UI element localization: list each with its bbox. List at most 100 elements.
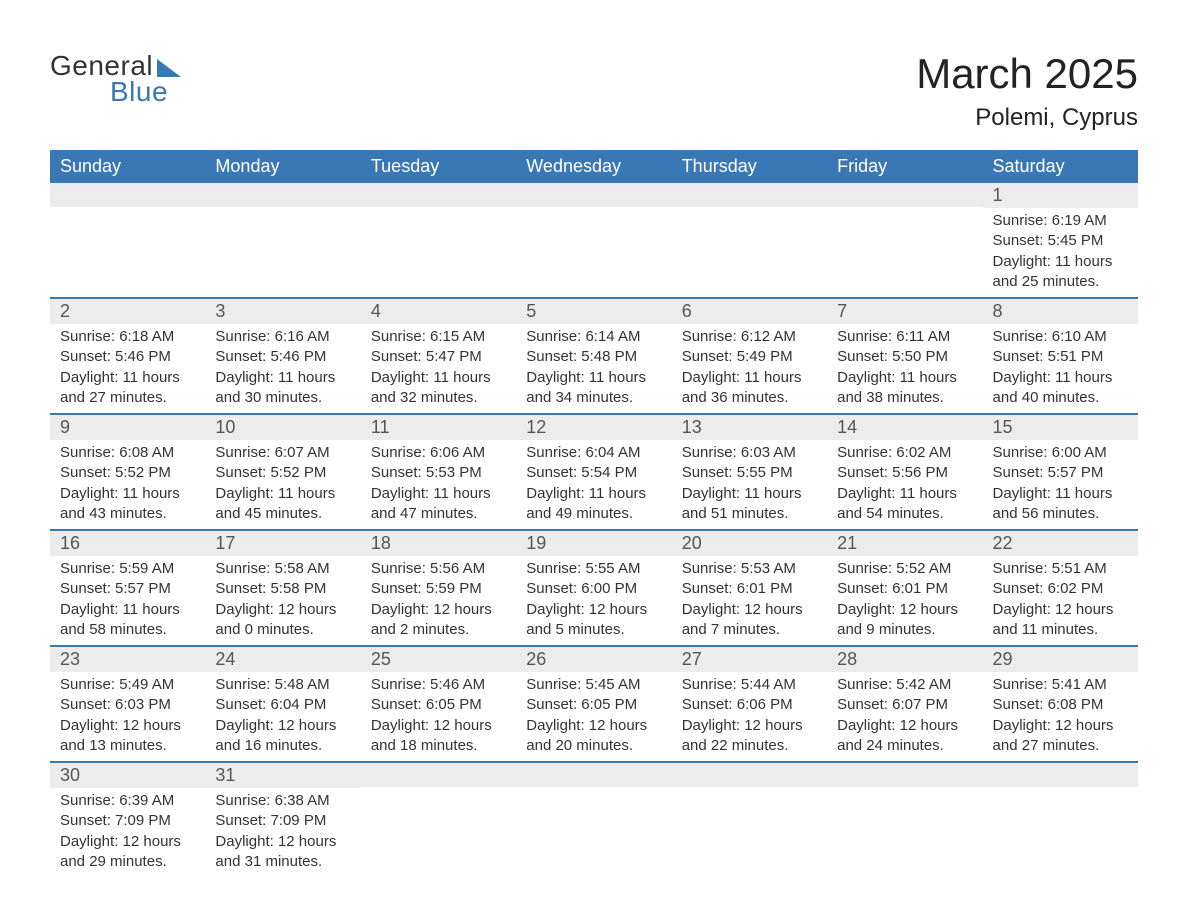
weekday-header: Tuesday: [361, 150, 516, 183]
day-number: 21: [827, 531, 982, 556]
day-num-cell: 10Sunrise: 6:07 AMSunset: 5:52 PMDayligh…: [205, 414, 360, 530]
title-block: March 2025 Polemi, Cyprus: [916, 50, 1138, 132]
day-detail-line: Daylight: 11 hours: [526, 368, 661, 388]
day-detail-line: Daylight: 12 hours: [60, 832, 195, 852]
day-num-cell: 1Sunrise: 6:19 AMSunset: 5:45 PMDaylight…: [983, 183, 1138, 298]
day-body: Sunrise: 6:02 AMSunset: 5:56 PMDaylight:…: [827, 440, 982, 529]
day-num-cell: 28Sunrise: 5:42 AMSunset: 6:07 PMDayligh…: [827, 646, 982, 762]
day-detail-line: Sunset: 6:01 PM: [682, 579, 817, 599]
day-num-cell: 18Sunrise: 5:56 AMSunset: 5:59 PMDayligh…: [361, 530, 516, 646]
day-detail-line: Daylight: 11 hours: [215, 368, 350, 388]
day-num-cell: [205, 183, 360, 298]
day-detail-line: Daylight: 12 hours: [682, 600, 817, 620]
day-detail-line: Sunrise: 5:48 AM: [215, 675, 350, 695]
day-num-cell: [516, 183, 671, 298]
day-detail-line: Daylight: 11 hours: [60, 368, 195, 388]
day-body: Sunrise: 6:04 AMSunset: 5:54 PMDaylight:…: [516, 440, 671, 529]
day-num-cell: 29Sunrise: 5:41 AMSunset: 6:08 PMDayligh…: [983, 646, 1138, 762]
day-detail-line: and 31 minutes.: [215, 852, 350, 872]
day-body: Sunrise: 5:52 AMSunset: 6:01 PMDaylight:…: [827, 556, 982, 645]
day-detail-line: Sunset: 5:48 PM: [526, 347, 661, 367]
day-num-cell: [672, 183, 827, 298]
day-num-cell: [827, 183, 982, 298]
day-detail-line: Sunrise: 5:42 AM: [837, 675, 972, 695]
day-detail-line: Daylight: 12 hours: [371, 600, 506, 620]
day-detail-line: and 18 minutes.: [371, 736, 506, 756]
day-detail-line: and 34 minutes.: [526, 388, 661, 408]
day-num-cell: 2Sunrise: 6:18 AMSunset: 5:46 PMDaylight…: [50, 298, 205, 414]
day-detail-line: Sunrise: 6:11 AM: [837, 327, 972, 347]
day-detail-line: and 43 minutes.: [60, 504, 195, 524]
day-detail-line: Sunrise: 5:45 AM: [526, 675, 661, 695]
day-number: 6: [672, 299, 827, 324]
day-detail-line: Sunrise: 5:52 AM: [837, 559, 972, 579]
day-detail-line: Sunrise: 5:44 AM: [682, 675, 817, 695]
day-number: 27: [672, 647, 827, 672]
day-detail-line: Sunset: 6:08 PM: [993, 695, 1128, 715]
day-detail-line: Sunrise: 5:46 AM: [371, 675, 506, 695]
day-detail-line: Sunset: 5:46 PM: [215, 347, 350, 367]
day-detail-line: and 2 minutes.: [371, 620, 506, 640]
day-detail-line: Daylight: 11 hours: [371, 368, 506, 388]
day-detail-line: and 51 minutes.: [682, 504, 817, 524]
day-detail-line: Daylight: 12 hours: [993, 600, 1128, 620]
day-body: [672, 207, 827, 215]
day-detail-line: Daylight: 12 hours: [60, 716, 195, 736]
day-body: Sunrise: 6:07 AMSunset: 5:52 PMDaylight:…: [205, 440, 360, 529]
day-number: 15: [983, 415, 1138, 440]
day-detail-line: and 40 minutes.: [993, 388, 1128, 408]
weekday-header: Friday: [827, 150, 982, 183]
day-body: Sunrise: 6:39 AMSunset: 7:09 PMDaylight:…: [50, 788, 205, 877]
day-detail-line: Daylight: 12 hours: [526, 716, 661, 736]
day-body: Sunrise: 5:45 AMSunset: 6:05 PMDaylight:…: [516, 672, 671, 761]
day-body: Sunrise: 5:55 AMSunset: 6:00 PMDaylight:…: [516, 556, 671, 645]
day-detail-line: Sunset: 5:47 PM: [371, 347, 506, 367]
day-num-cell: 4Sunrise: 6:15 AMSunset: 5:47 PMDaylight…: [361, 298, 516, 414]
day-num-cell: 30Sunrise: 6:39 AMSunset: 7:09 PMDayligh…: [50, 762, 205, 877]
day-body: Sunrise: 6:15 AMSunset: 5:47 PMDaylight:…: [361, 324, 516, 413]
day-body: [516, 787, 671, 795]
day-number: 25: [361, 647, 516, 672]
day-body: Sunrise: 6:10 AMSunset: 5:51 PMDaylight:…: [983, 324, 1138, 413]
day-detail-line: Daylight: 11 hours: [837, 484, 972, 504]
day-body: Sunrise: 5:48 AMSunset: 6:04 PMDaylight:…: [205, 672, 360, 761]
day-num-cell: 22Sunrise: 5:51 AMSunset: 6:02 PMDayligh…: [983, 530, 1138, 646]
day-body: Sunrise: 5:56 AMSunset: 5:59 PMDaylight:…: [361, 556, 516, 645]
day-detail-line: Daylight: 12 hours: [993, 716, 1128, 736]
day-detail-line: and 5 minutes.: [526, 620, 661, 640]
day-number: 26: [516, 647, 671, 672]
day-num-cell: 15Sunrise: 6:00 AMSunset: 5:57 PMDayligh…: [983, 414, 1138, 530]
day-num-cell: [516, 762, 671, 877]
day-detail-line: and 13 minutes.: [60, 736, 195, 756]
day-detail-line: Sunrise: 6:19 AM: [993, 211, 1128, 231]
day-detail-line: and 56 minutes.: [993, 504, 1128, 524]
day-num-cell: 21Sunrise: 5:52 AMSunset: 6:01 PMDayligh…: [827, 530, 982, 646]
day-number: 11: [361, 415, 516, 440]
day-body: Sunrise: 5:44 AMSunset: 6:06 PMDaylight:…: [672, 672, 827, 761]
day-detail-line: Sunrise: 6:00 AM: [993, 443, 1128, 463]
day-detail-line: Sunset: 5:52 PM: [215, 463, 350, 483]
day-detail-line: Sunset: 6:05 PM: [371, 695, 506, 715]
day-detail-line: and 45 minutes.: [215, 504, 350, 524]
day-detail-line: Sunrise: 5:58 AM: [215, 559, 350, 579]
day-detail-line: Sunset: 5:49 PM: [682, 347, 817, 367]
day-num-cell: 13Sunrise: 6:03 AMSunset: 5:55 PMDayligh…: [672, 414, 827, 530]
day-detail-line: Sunset: 7:09 PM: [215, 811, 350, 831]
day-detail-line: and 25 minutes.: [993, 272, 1128, 292]
day-number: 8: [983, 299, 1138, 324]
day-detail-line: Sunrise: 6:10 AM: [993, 327, 1128, 347]
day-detail-line: Sunset: 5:55 PM: [682, 463, 817, 483]
location-label: Polemi, Cyprus: [916, 104, 1138, 132]
day-body: [983, 787, 1138, 795]
day-detail-line: Sunrise: 5:51 AM: [993, 559, 1128, 579]
page-header: General Blue March 2025 Polemi, Cyprus: [50, 50, 1138, 132]
day-detail-line: and 9 minutes.: [837, 620, 972, 640]
week-num-row: 16Sunrise: 5:59 AMSunset: 5:57 PMDayligh…: [50, 530, 1138, 646]
day-detail-line: Sunrise: 6:18 AM: [60, 327, 195, 347]
day-num-cell: 14Sunrise: 6:02 AMSunset: 5:56 PMDayligh…: [827, 414, 982, 530]
day-body: Sunrise: 6:14 AMSunset: 5:48 PMDaylight:…: [516, 324, 671, 413]
day-detail-line: Sunset: 6:05 PM: [526, 695, 661, 715]
day-body: Sunrise: 6:08 AMSunset: 5:52 PMDaylight:…: [50, 440, 205, 529]
day-detail-line: Sunrise: 6:12 AM: [682, 327, 817, 347]
day-detail-line: and 32 minutes.: [371, 388, 506, 408]
